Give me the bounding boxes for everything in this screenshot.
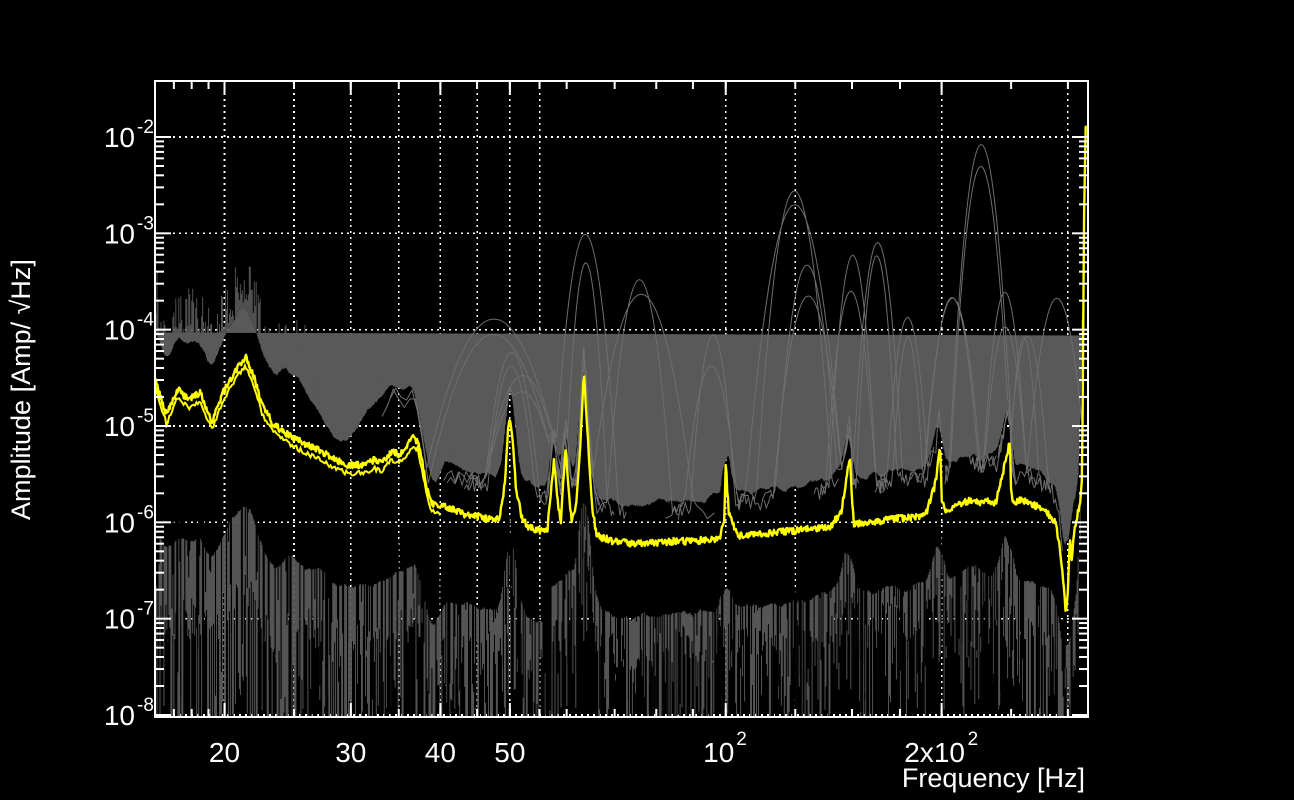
svg-text:-3: -3 bbox=[137, 213, 154, 234]
x-axis-title: Frequency [Hz] bbox=[902, 763, 1085, 793]
plot-frame bbox=[154, 80, 1089, 718]
y-tick-label: 10 -5 bbox=[104, 406, 154, 442]
median-spectrum-trace bbox=[155, 125, 1087, 612]
svg-text:-7: -7 bbox=[137, 599, 154, 620]
x-tick-label: 10 2 bbox=[703, 729, 747, 768]
svg-text:10: 10 bbox=[104, 218, 135, 249]
svg-text:20: 20 bbox=[209, 737, 240, 768]
axis-ticks bbox=[155, 81, 1088, 717]
y-tick-label: 10 -2 bbox=[104, 117, 154, 153]
svg-text:10: 10 bbox=[104, 411, 135, 442]
y-tick-label: 10 -4 bbox=[104, 310, 154, 346]
svg-text:30: 30 bbox=[335, 737, 366, 768]
svg-text:10: 10 bbox=[104, 700, 135, 731]
svg-text:Frequency [Hz]: Frequency [Hz] bbox=[902, 763, 1085, 793]
x-tick-label: 20 bbox=[209, 737, 240, 768]
svg-text:40: 40 bbox=[425, 737, 456, 768]
x-tick-label: 2x10 2 bbox=[904, 729, 978, 768]
x-tick-label: 50 bbox=[494, 737, 525, 768]
svg-text:10: 10 bbox=[104, 604, 135, 635]
svg-text:-8: -8 bbox=[137, 695, 154, 716]
svg-text:10: 10 bbox=[104, 315, 135, 346]
svg-text:2: 2 bbox=[736, 729, 747, 750]
axis-tick-labels: 10-210-310-410-510-610-710 -820 30 40 50 10 2 2… bbox=[104, 117, 978, 768]
svg-text:-5: -5 bbox=[137, 406, 154, 427]
x-tick-label: 30 bbox=[335, 737, 366, 768]
y-tick-label: 10 -8 bbox=[104, 695, 154, 731]
svg-text:-6: -6 bbox=[137, 502, 154, 523]
svg-text:-2: -2 bbox=[137, 117, 154, 138]
svg-text:10: 10 bbox=[104, 507, 135, 538]
spectrogram-band bbox=[155, 306, 1082, 545]
y-tick-label: 10 -6 bbox=[104, 502, 154, 538]
y-tick-label: 10 -3 bbox=[104, 213, 154, 249]
svg-text:2: 2 bbox=[968, 729, 979, 750]
y-axis-title: Amplitude [Amp/ √Hz] bbox=[6, 259, 36, 520]
svg-text:50: 50 bbox=[494, 737, 525, 768]
svg-text:2x10: 2x10 bbox=[904, 737, 965, 768]
svg-text:Amplitude [Amp/ √Hz]: Amplitude [Amp/ √Hz] bbox=[6, 259, 36, 520]
svg-text:10: 10 bbox=[703, 737, 734, 768]
svg-text:-4: -4 bbox=[137, 310, 154, 331]
x-tick-label: 40 bbox=[425, 737, 456, 768]
svg-text:10: 10 bbox=[104, 122, 135, 153]
y-tick-label: 10 -7 bbox=[104, 599, 154, 635]
